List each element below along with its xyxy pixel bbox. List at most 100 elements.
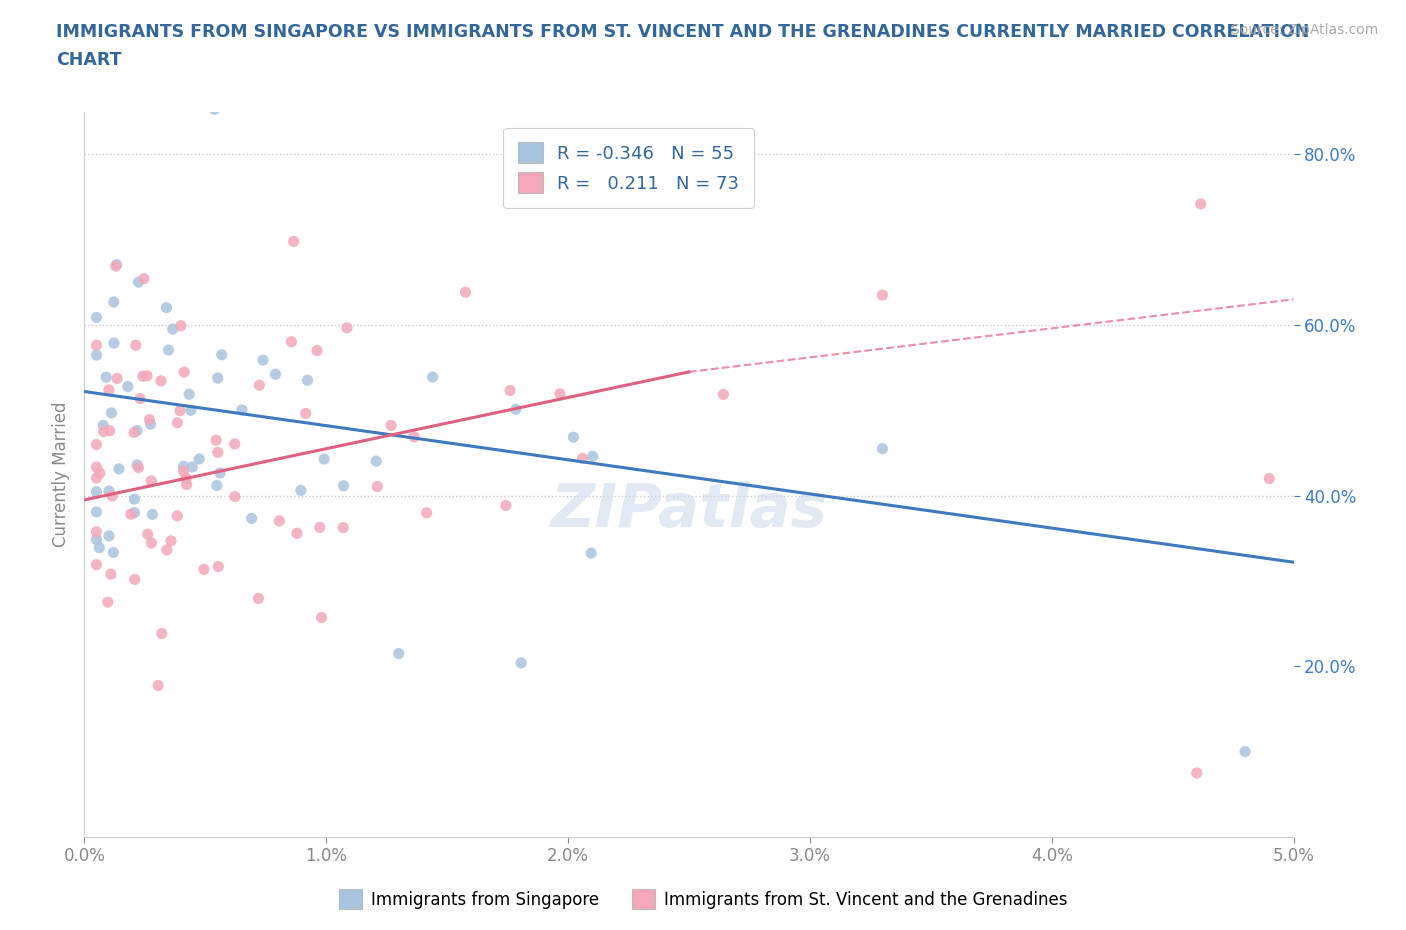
- Point: [181, 459, 204, 474]
- Point: [156, 542, 179, 557]
- Y-axis label: Currently Married: Currently Married: [52, 402, 70, 547]
- Point: [91, 418, 114, 432]
- Point: [86, 471, 108, 485]
- Point: [86, 525, 108, 539]
- Point: [86, 459, 108, 474]
- Point: [120, 507, 142, 522]
- Point: [150, 374, 173, 389]
- Point: [86, 504, 108, 519]
- Point: [872, 441, 894, 456]
- Point: [1258, 472, 1281, 486]
- Point: [124, 505, 146, 520]
- Point: [125, 338, 148, 352]
- Point: [136, 368, 159, 383]
- Point: [207, 445, 229, 459]
- Point: [205, 432, 228, 447]
- Point: [132, 368, 155, 383]
- Point: [209, 465, 232, 480]
- Point: [224, 489, 246, 504]
- Point: [510, 656, 533, 671]
- Point: [136, 526, 159, 541]
- Point: [125, 458, 148, 472]
- Point: [127, 460, 149, 475]
- Point: [336, 320, 359, 335]
- Text: CHART: CHART: [56, 51, 122, 69]
- Point: [100, 566, 122, 581]
- Point: [98, 484, 121, 498]
- Text: ZIPatlas: ZIPatlas: [550, 481, 828, 540]
- Point: [205, 478, 228, 493]
- Point: [711, 387, 734, 402]
- Point: [105, 258, 128, 272]
- Text: IMMIGRANTS FROM SINGAPORE VS IMMIGRANTS FROM ST. VINCENT AND THE GRENADINES CURR: IMMIGRANTS FROM SINGAPORE VS IMMIGRANTS …: [56, 23, 1309, 41]
- Point: [252, 352, 274, 367]
- Point: [366, 454, 388, 469]
- Point: [582, 449, 605, 464]
- Point: [86, 485, 108, 499]
- Legend: R = -0.346   N = 55, R =   0.211   N = 73: R = -0.346 N = 55, R = 0.211 N = 73: [503, 128, 754, 207]
- Point: [311, 610, 333, 625]
- Point: [150, 626, 173, 641]
- Point: [297, 373, 319, 388]
- Point: [166, 509, 188, 524]
- Point: [380, 418, 402, 432]
- Point: [173, 365, 195, 379]
- Point: [86, 348, 108, 363]
- Point: [124, 572, 146, 587]
- Point: [285, 525, 308, 540]
- Point: [211, 347, 233, 362]
- Point: [97, 594, 120, 609]
- Point: [132, 272, 155, 286]
- Point: [224, 436, 246, 451]
- Point: [96, 370, 118, 385]
- Point: [173, 458, 195, 473]
- Point: [305, 343, 328, 358]
- Point: [264, 366, 287, 381]
- Point: [124, 492, 146, 507]
- Point: [97, 382, 120, 397]
- Point: [103, 336, 125, 351]
- Point: [454, 285, 477, 299]
- Point: [294, 406, 316, 421]
- Point: [193, 562, 215, 577]
- Point: [579, 546, 602, 561]
- Point: [103, 545, 125, 560]
- Point: [141, 507, 163, 522]
- Point: [122, 425, 145, 440]
- Point: [1234, 744, 1257, 759]
- Point: [128, 274, 150, 289]
- Point: [283, 234, 305, 249]
- Point: [86, 557, 108, 572]
- Point: [89, 540, 111, 555]
- Point: [103, 295, 125, 310]
- Point: [176, 477, 198, 492]
- Point: [141, 536, 163, 551]
- Point: [125, 423, 148, 438]
- Point: [104, 259, 127, 273]
- Point: [1189, 196, 1212, 211]
- Point: [146, 678, 169, 693]
- Point: [180, 403, 202, 418]
- Point: [117, 379, 139, 394]
- Point: [1185, 765, 1208, 780]
- Point: [89, 466, 111, 481]
- Point: [139, 417, 162, 432]
- Point: [240, 511, 263, 525]
- Point: [332, 478, 354, 493]
- Point: [548, 387, 571, 402]
- Point: [388, 646, 411, 661]
- Point: [204, 101, 226, 116]
- Point: [231, 403, 253, 418]
- Point: [86, 310, 108, 325]
- Point: [174, 471, 197, 485]
- Point: [505, 402, 527, 417]
- Point: [207, 370, 229, 385]
- Point: [155, 300, 177, 315]
- Point: [100, 405, 122, 420]
- Point: [314, 452, 336, 467]
- Point: [571, 451, 593, 466]
- Legend: Immigrants from Singapore, Immigrants from St. Vincent and the Grenadines: Immigrants from Singapore, Immigrants fr…: [330, 881, 1076, 917]
- Point: [280, 334, 302, 349]
- Point: [169, 404, 191, 418]
- Point: [179, 387, 201, 402]
